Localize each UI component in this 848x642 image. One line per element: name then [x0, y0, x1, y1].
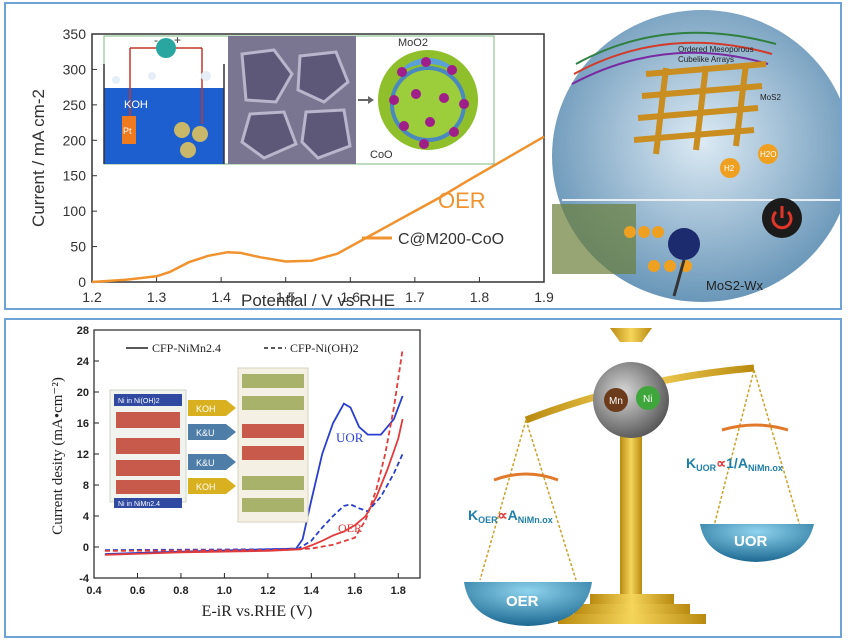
bottom-y-tick-label: 28	[77, 325, 89, 337]
bottom-y-tick-label: 0	[83, 542, 89, 554]
right-pan	[700, 524, 814, 562]
top-x-tick-label: 1.3	[147, 289, 167, 305]
illustration-product-label: MoS2-Wx	[706, 278, 764, 293]
bottom-inset-schematic: Ni in Ni(OH)2 Ni in NiMn2.4 KOH K&U K&U …	[109, 367, 309, 523]
bottom-y-tick-label: -4	[79, 573, 90, 585]
left-pan-label: OER	[506, 593, 539, 610]
top-y-axis-title: Current / mA cm-2	[29, 89, 48, 227]
top-right-illustration: Ordered Mesoporous Cubelike Arrays MoS2 …	[552, 10, 840, 302]
center-composite-ball	[593, 362, 669, 438]
top-legend-label: C@M200-CoO	[398, 231, 504, 248]
mn-label: Mn	[609, 396, 623, 407]
left-k-expression: KOER∝ANiMn.ox	[468, 507, 553, 525]
top-y-tick-label: 150	[63, 168, 87, 184]
bottom-x-tick-label: 1.6	[347, 585, 362, 597]
illustration-title-1: Ordered Mesoporous	[678, 45, 754, 54]
balance-illustration: Mn Ni OER UOR KOER∝ANiMn.ox KUOR∝1/ANiMn…	[464, 328, 814, 626]
bottom-uor-annotation: UOR	[336, 430, 364, 445]
top-y-tick-label: 300	[63, 61, 87, 77]
top-x-tick-label: 1.8	[470, 289, 490, 305]
illustration-title-2: Cubelike Arrays	[678, 55, 734, 64]
bottom-x-tick-label: 0.6	[130, 585, 145, 597]
top-x-axis-title: Potential / V vs RHE	[241, 291, 395, 308]
electrode-tip	[668, 228, 700, 260]
bottom-x-tick-label: 1.0	[217, 585, 232, 597]
bottom-x-tick-label: 1.2	[260, 585, 275, 597]
bottom-series-line-3	[104, 349, 404, 552]
bottom-x-tick-label: 1.8	[391, 585, 406, 597]
schematic-arrow-4	[188, 478, 236, 494]
inset-minus: -	[154, 33, 158, 47]
schematic-arrow-1	[188, 400, 236, 416]
top-x-tick-label: 1.4	[211, 289, 231, 305]
illustration-h2o: H2O	[760, 150, 776, 159]
right-pan-label: UOR	[734, 533, 768, 550]
top-oer-annotation: OER	[438, 188, 486, 213]
bottom-series-lines	[104, 349, 404, 556]
schematic-arrow-3-label: K&U	[196, 458, 215, 468]
power-icon	[156, 38, 176, 58]
bottom-y-tick-label: 12	[77, 449, 89, 461]
left-pan	[464, 582, 592, 626]
bottom-chart-svg: 0.4 0.6 0.8 1.0 1.2 1.4 1.6 1.8-40481216202428 …	[50, 325, 814, 626]
schematic-bottom-label: Ni in NiMn2.4	[118, 501, 160, 508]
bottom-y-tick-label: 24	[77, 356, 90, 368]
top-x-tick-label: 1.2	[82, 289, 102, 305]
top-x-tick-label: 1.9	[534, 289, 554, 305]
bottom-x-axis-title: E-iR vs.RHE (V)	[202, 603, 313, 620]
schematic-arrow-1-label: KOH	[196, 404, 216, 414]
illustration-h2: H2	[724, 164, 735, 173]
illustration-mo-label: MoS2	[760, 93, 781, 102]
ni-label: Ni	[643, 394, 652, 405]
mn-sphere	[604, 388, 628, 412]
bottom-y-tick-label: 8	[83, 480, 89, 492]
bottom-y-tick-label: 16	[77, 418, 89, 430]
bottom-legend-label-2: CFP-Ni(OH)2	[290, 341, 359, 355]
ni-sphere	[636, 386, 660, 410]
inset-koh: KOH	[124, 99, 148, 111]
bottom-y-tick-label: 20	[77, 387, 89, 399]
bottom-oer-annotation: OER	[338, 521, 362, 535]
top-y-tick-label: 0	[78, 274, 86, 290]
inset-coo-label: CoO	[370, 149, 393, 161]
schematic-arrow-2	[188, 424, 236, 440]
top-y-tick-label: 100	[63, 203, 87, 219]
bottom-x-tick-label: 1.4	[304, 585, 320, 597]
schematic-arrow-4-label: KOH	[196, 482, 216, 492]
cubic-array	[633, 61, 767, 155]
top-x-tick-label: 1.5	[276, 289, 296, 305]
schematic-arrow-3	[188, 454, 236, 470]
bottom-y-tick-label: 4	[83, 511, 90, 523]
top-x-tick-label: 1.6	[341, 289, 361, 305]
schematic-top-label: Ni in Ni(OH)2	[118, 398, 160, 405]
top-series-line	[91, 135, 545, 284]
sem-cells	[240, 48, 352, 160]
inset-plus: +	[174, 33, 181, 47]
inset-pt: Pt	[123, 126, 132, 136]
bottom-x-tick-label: 0.4	[86, 585, 102, 597]
right-k-expression: KUOR∝1/ANiMn.ox	[686, 455, 783, 473]
top-y-tick-label: 350	[63, 26, 87, 42]
top-inset: - + KOH Pt MoO2 CoO	[103, 33, 495, 165]
top-panel: 1.2 1.3 1.4 1.5 1.6 1.7 1.8 1.9 0 50 100 150 200 250 3…	[4, 2, 842, 310]
inset-moo2-label: MoO2	[398, 37, 428, 49]
top-y-tick-label: 250	[63, 97, 87, 113]
bottom-axis-ticks: 0.4 0.6 0.8 1.0 1.2 1.4 1.6 1.8 -4 0 4 8 12 16 20 24 28	[77, 325, 406, 597]
schematic-arrow-2-label: K&U	[196, 428, 215, 438]
bottom-x-tick-label: 0.8	[173, 585, 188, 597]
top-chart-svg: 1.2 1.3 1.4 1.5 1.6 1.7 1.8 1.9 0 50 100 150 200 250 3…	[29, 10, 840, 308]
top-plot-frame	[91, 33, 545, 283]
top-y-tick-label: 50	[70, 239, 86, 255]
pt-electrode	[122, 116, 136, 144]
bottom-panel: 0.4 0.6 0.8 1.0 1.2 1.4 1.6 1.8 -4 0 4 8 12 16 20 24 28 …	[4, 318, 842, 638]
bottom-legend-label-1: CFP-NiMn2.4	[152, 341, 221, 355]
layered-crystal	[552, 204, 636, 274]
top-y-tick-label: 200	[63, 132, 87, 148]
top-x-tick-label: 1.7	[405, 289, 425, 305]
bottom-y-axis-title: Current desity (mA•cm⁻²)	[50, 377, 66, 535]
